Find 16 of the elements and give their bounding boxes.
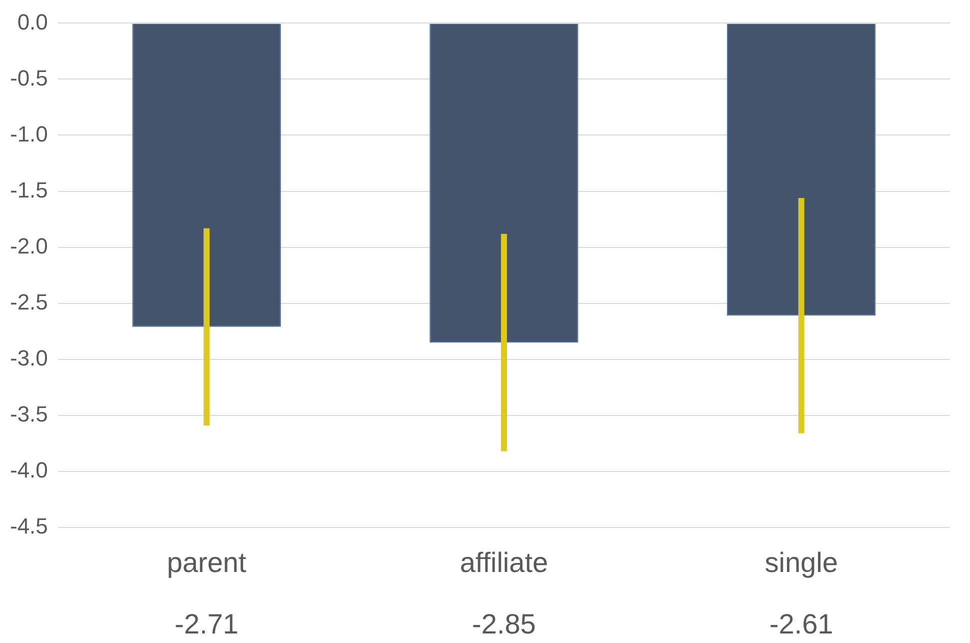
x-tick-label: parent [166,546,246,578]
y-tick-label: -2.5 [10,289,48,314]
y-tick-label: -1.0 [10,121,48,146]
x-tick-label: affiliate [460,546,548,578]
data-label: -2.71 [174,608,239,640]
data-label: -2.61 [769,608,834,640]
y-tick-label: -4.5 [10,513,48,538]
data-label: -2.85 [472,608,536,640]
y-tick-label: -1.5 [10,177,48,202]
y-tick-label: -4.0 [10,457,48,482]
y-tick-label: -3.0 [10,345,48,370]
y-tick-label: -2.0 [10,233,48,258]
y-tick-label: -0.5 [10,65,48,90]
y-tick-label: -3.5 [10,401,48,426]
y-tick-label: 0.0 [17,9,48,34]
x-tick-label: single [764,546,838,578]
